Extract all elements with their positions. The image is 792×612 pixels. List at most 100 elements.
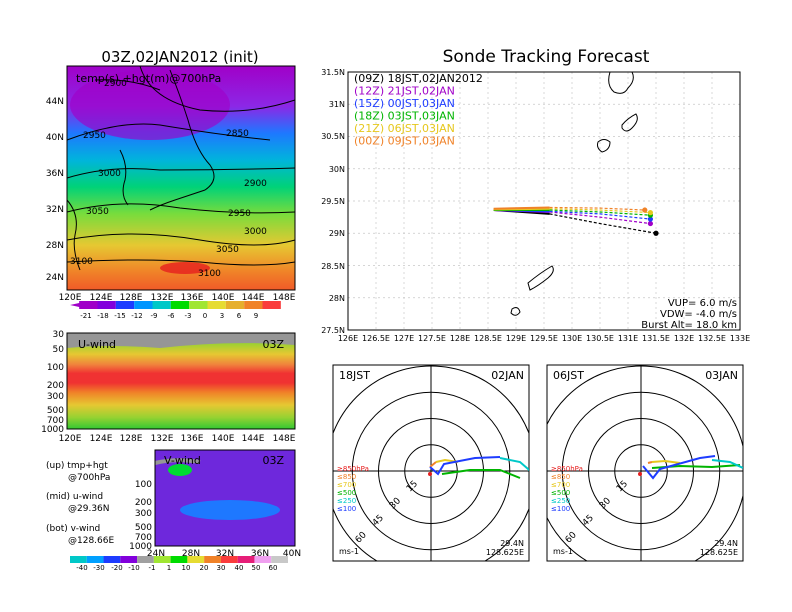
svg-text:31.5N: 31.5N — [321, 68, 345, 77]
svg-text:-20: -20 — [111, 564, 122, 572]
hodograph-trace — [441, 469, 521, 479]
u-wind-field — [67, 333, 295, 429]
svg-text:24N: 24N — [46, 273, 64, 283]
track-line-dashed — [549, 209, 651, 216]
svg-text:36N: 36N — [251, 549, 269, 559]
hodograph-trace — [642, 455, 716, 480]
svg-text:30: 30 — [217, 564, 226, 572]
svg-text:-15: -15 — [114, 312, 125, 320]
svg-text:32N: 32N — [216, 549, 234, 559]
svg-text:(bot) v-wind: (bot) v-wind — [46, 524, 100, 534]
svg-text:200: 200 — [47, 381, 64, 391]
svg-text:144E: 144E — [242, 434, 265, 444]
hodograph-time: 06JST — [553, 369, 584, 382]
track-line-dashed — [549, 211, 651, 225]
track-end-point — [642, 207, 648, 213]
wind-colorbar-swatch — [103, 556, 121, 563]
tracking-plot-frame — [347, 71, 741, 331]
svg-text:3050: 3050 — [86, 207, 109, 217]
svg-text:40: 40 — [235, 564, 244, 572]
temperature-colorbar-labels: -21 -18 -15 -12 -9 -6 -3 0 3 6 9 — [80, 312, 258, 320]
wind-colorbar-swatch — [170, 556, 188, 563]
wind-colorbar-labels: -40 -30 -20 -10 -1 1 10 20 30 40 50 60 — [76, 564, 277, 572]
svg-text:@700hPa: @700hPa — [68, 473, 110, 483]
wind-colorbar-swatch — [254, 556, 272, 563]
svg-text:-12: -12 — [131, 312, 142, 320]
svg-text:136E: 136E — [181, 293, 204, 303]
svg-text:100: 100 — [47, 363, 64, 373]
svg-text:130.5E: 130.5E — [586, 334, 614, 343]
svg-text:148E: 148E — [273, 434, 296, 444]
panel-legend: (up) tmp+hgt @700hPa (mid) u-wind @29.36… — [46, 461, 114, 546]
svg-text:140E: 140E — [212, 293, 235, 303]
wind-colorbar-swatch — [204, 556, 221, 563]
svg-text:@128.66E: @128.66E — [68, 536, 114, 546]
colorbar-swatch — [152, 301, 171, 309]
svg-text:32N: 32N — [46, 205, 64, 215]
svg-text:120E: 120E — [59, 293, 82, 303]
track-line-dashed — [549, 210, 651, 220]
hodograph-trace — [429, 461, 437, 468]
v-wind-lat-labels: 24N 28N 32N 36N 40N — [147, 549, 301, 559]
track-line-dashed — [549, 208, 651, 214]
hodograph-time: 18JST — [339, 369, 370, 382]
svg-text:500: 500 — [135, 523, 152, 533]
svg-text:132.5E: 132.5E — [698, 334, 726, 343]
svg-text:0: 0 — [203, 312, 207, 320]
svg-text:133E: 133E — [730, 334, 750, 343]
track-lat-labels: 31.5N 31N 30.5N 30N 29.5N 29N 28.5N 28N … — [321, 68, 345, 335]
u-wind-pressure-labels: 30 50 100 200 300 500 700 1000 — [41, 330, 64, 435]
svg-text:30N: 30N — [329, 165, 345, 174]
height-contours — [66, 65, 296, 266]
temperature-colorbar — [70, 301, 281, 309]
svg-text:131E: 131E — [618, 334, 638, 343]
hodograph-pressure-label: ≤850 — [551, 473, 570, 481]
track-end-point — [647, 216, 654, 222]
islands — [510, 71, 638, 316]
svg-text:127.5E: 127.5E — [418, 334, 446, 343]
u-wind-title: U-wind — [78, 338, 116, 351]
colorbar-swatch — [207, 301, 226, 309]
hodograph-unit: ms-1 — [339, 547, 359, 556]
hodograph-pressure-label: ≤500 — [551, 489, 570, 497]
svg-text:30.5N: 30.5N — [321, 132, 345, 141]
svg-text:148E: 148E — [273, 293, 296, 303]
wind-colorbar-swatch — [70, 556, 87, 563]
svg-text:36N: 36N — [46, 169, 64, 179]
wind-colorbar-swatch — [187, 556, 205, 563]
tracking-grid — [347, 71, 741, 331]
svg-text:9: 9 — [254, 312, 258, 320]
svg-text:126E: 126E — [338, 334, 358, 343]
tracking-legend-entry: (18Z) 03JST,03JAN — [354, 110, 455, 123]
svg-text:132E: 132E — [151, 293, 174, 303]
tracking-legend-entry: (12Z) 21JST,02JAN — [354, 85, 455, 98]
svg-text:3000: 3000 — [244, 227, 267, 237]
svg-text:3100: 3100 — [198, 269, 221, 279]
map-title: 03Z,02JAN2012 (init) — [101, 48, 258, 66]
svg-text:131.5E: 131.5E — [642, 334, 670, 343]
svg-text:28.5N: 28.5N — [321, 262, 345, 271]
svg-text:300: 300 — [135, 509, 152, 519]
v-wind-panel: V-wind 03Z 100 200 300 500 700 1000 24N … — [129, 449, 301, 559]
wind-colorbar-swatch — [120, 556, 138, 563]
wind-colorbar-swatch — [153, 556, 171, 563]
svg-text:120E: 120E — [59, 434, 82, 444]
hodograph-frame — [546, 364, 744, 562]
track-line-dashed — [549, 213, 657, 234]
hodograph-trace — [651, 459, 681, 464]
hodograph-lon: 128.625E — [486, 548, 524, 557]
u-wind-panel: U-wind 03Z 30 50 100 200 300 500 700 100… — [41, 330, 296, 444]
wind-colorbar-swatch — [237, 556, 255, 563]
svg-text:44N: 44N — [46, 97, 64, 107]
svg-text:29.5N: 29.5N — [321, 197, 345, 206]
hodograph-pressure-label: ≤250 — [551, 497, 570, 505]
hodograph-lat: 29.4N — [714, 539, 738, 548]
svg-text:700: 700 — [47, 416, 64, 426]
svg-text:28N: 28N — [329, 294, 345, 303]
svg-text:126.5E: 126.5E — [362, 334, 390, 343]
svg-text:(mid) u-wind: (mid) u-wind — [46, 492, 103, 502]
colorbar-swatch — [189, 301, 208, 309]
svg-text:3100: 3100 — [70, 257, 93, 267]
svg-text:6: 6 — [237, 312, 242, 320]
